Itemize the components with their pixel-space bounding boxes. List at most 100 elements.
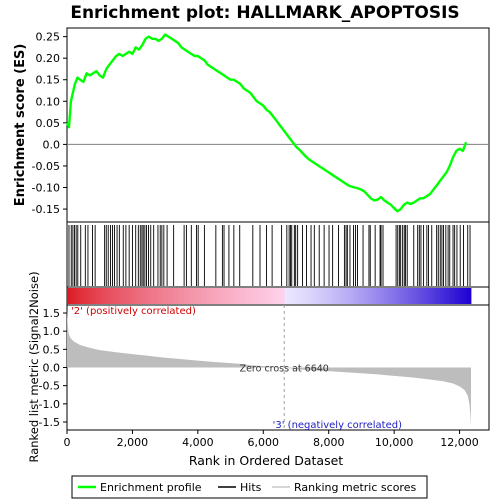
rank-bar-segment	[127, 288, 131, 304]
rank-bar-segment	[251, 288, 254, 304]
rank-bar-segment	[441, 288, 445, 304]
rank-bar-segment	[430, 288, 434, 304]
rank-bar-segment	[309, 288, 313, 304]
rank-bar-segment	[437, 288, 440, 304]
legend-metric-label: Ranking metric scores	[294, 481, 416, 494]
rank-bar-segment	[300, 288, 304, 304]
rank-bar-segment	[383, 288, 387, 304]
rank-bar-segment	[453, 288, 456, 304]
rank-bar-segment	[466, 288, 470, 304]
rank-bar-segment	[181, 288, 185, 304]
metric-y-tick-label: -0.5	[39, 380, 60, 393]
rank-bar-segment	[87, 288, 90, 304]
metric-y-tick-label: 1.0	[43, 325, 61, 338]
rank-bar-segment	[109, 288, 113, 304]
rank-bar-segment	[114, 288, 117, 304]
es-y-axis-label: Enrichment score (ES)	[13, 44, 28, 207]
rank-bar-segment	[257, 288, 261, 304]
rank-bar-segment	[325, 288, 328, 304]
rank-bar-segment	[163, 288, 167, 304]
rank-bar-segment	[291, 288, 295, 304]
rank-bar-segment	[271, 288, 274, 304]
hits-panel-frame	[66, 221, 490, 288]
rank-bar-segment	[358, 288, 362, 304]
es-y-tick-label: -0.15	[32, 203, 60, 216]
rank-bar-segment	[293, 288, 297, 304]
rank-bar-segment	[459, 288, 463, 304]
rank-bar-segment	[242, 288, 245, 304]
rank-bar-segment	[170, 288, 173, 304]
rank-bar-segment	[408, 288, 411, 304]
legend-box	[71, 475, 428, 499]
rank-bar-segment	[244, 288, 247, 304]
rank-bar-segment	[289, 288, 292, 304]
rank-bar-segment	[100, 288, 104, 304]
rank-bar-segment	[73, 288, 77, 304]
rank-bar-segment	[93, 288, 97, 304]
rank-bar-segment	[253, 288, 256, 304]
rank-bar-segment	[143, 288, 146, 304]
rank-bar-segment	[80, 288, 84, 304]
x-tick-label: 12,000	[440, 436, 479, 449]
rank-bar-segment	[385, 288, 389, 304]
rank-bar-segment	[464, 288, 467, 304]
x-tick-label: 4,000	[182, 436, 214, 449]
rank-bar-segment	[269, 288, 272, 304]
rank-bar-segment	[320, 288, 324, 304]
es-y-tick-label: 0.05	[36, 117, 61, 130]
rank-bar-segment	[372, 288, 375, 304]
rank-bar-segment	[367, 288, 371, 304]
rank-bar-segment	[132, 288, 135, 304]
rank-bar-segment	[410, 288, 414, 304]
rank-bar-segment	[152, 288, 155, 304]
rank-bar-segment	[212, 288, 216, 304]
rank-bar-segment	[349, 288, 353, 304]
rank-bar-segment	[390, 288, 393, 304]
rank-bar-segment	[185, 288, 189, 304]
rank-bar-segment	[141, 288, 144, 304]
rank-bar-segment	[275, 288, 279, 304]
rank-bar-segment	[316, 288, 319, 304]
rank-bar-segment	[336, 288, 339, 304]
rank-bar-segment	[255, 288, 259, 304]
rank-bar-segment	[201, 288, 205, 304]
rank-bar-segment	[446, 288, 449, 304]
rank-bar-segment	[199, 288, 203, 304]
es-y-tick-label: 0.10	[36, 95, 61, 108]
rank-bar-segment	[134, 288, 137, 304]
rank-bar-segment	[82, 288, 86, 304]
rank-bar-segment	[361, 288, 364, 304]
rank-bar-segment	[203, 288, 207, 304]
rank-bar-segment	[154, 288, 158, 304]
rank-bar-segment	[435, 288, 438, 304]
rank-bar-segment	[266, 288, 270, 304]
rank-bar-segment	[284, 288, 288, 304]
rank-bar-segment	[129, 288, 133, 304]
es-y-ticks: 0.25 0.20 0.15 0.10 0.05 0.0 -0.05 -0.10 -0.15	[32, 31, 67, 216]
rank-bar-segment	[235, 288, 238, 304]
negative-correlation-label: '3' (negatively correlated)	[273, 420, 402, 431]
rank-x-ticks: 0 2,000 4,000 6,000 8,000 10,000 12,000	[64, 430, 479, 449]
rank-bar-segment	[91, 288, 95, 304]
rank-bar-segment	[165, 288, 169, 304]
enrichment-profile-line	[65, 33, 468, 213]
rank-bar-segment	[190, 288, 194, 304]
rank-bar-segment	[174, 288, 178, 304]
rank-bar-segment	[374, 288, 378, 304]
rank-bar-segment	[340, 288, 344, 304]
rank-bar-segment	[298, 288, 301, 304]
x-tick-label: 10,000	[375, 436, 414, 449]
rank-color-bar	[67, 288, 472, 304]
rank-bar-segment	[248, 288, 252, 304]
rank-bar-segment	[347, 288, 351, 304]
rank-bar-segment	[381, 288, 384, 304]
metric-y-tick-label: 0.5	[43, 343, 61, 356]
rank-bar-segment	[387, 288, 391, 304]
rank-bar-segment	[394, 288, 398, 304]
rank-bar-segment	[396, 288, 400, 304]
rank-bar-segment	[67, 288, 70, 304]
rank-bar-segment	[345, 288, 348, 304]
rank-bar-segment	[239, 288, 243, 304]
metric-y-axis-label: Ranked list metric (Signal2Noise)	[27, 271, 41, 462]
rank-bar-segment	[123, 288, 126, 304]
